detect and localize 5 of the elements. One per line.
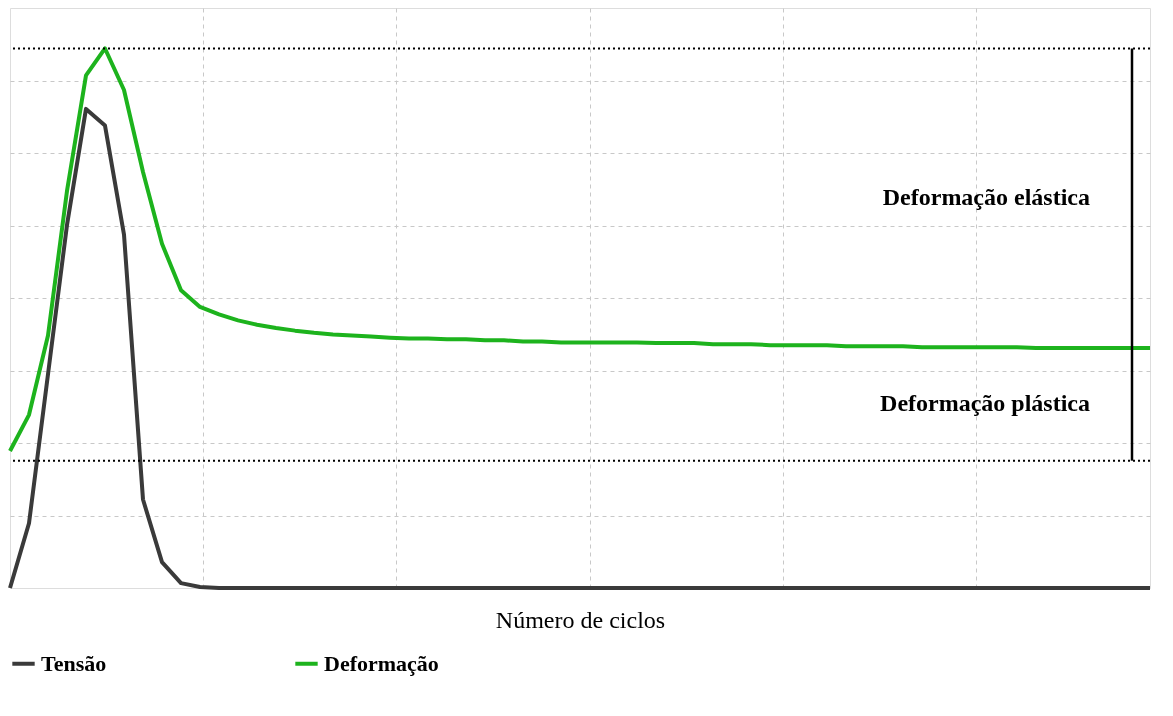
annotation: Deformação plástica (880, 390, 1090, 417)
legend-label: Tensão (41, 650, 107, 676)
legend-label: Deformação (324, 650, 439, 676)
annotation: Deformação elástica (882, 184, 1090, 211)
x-axis-title: Número de ciclos (495, 606, 666, 633)
